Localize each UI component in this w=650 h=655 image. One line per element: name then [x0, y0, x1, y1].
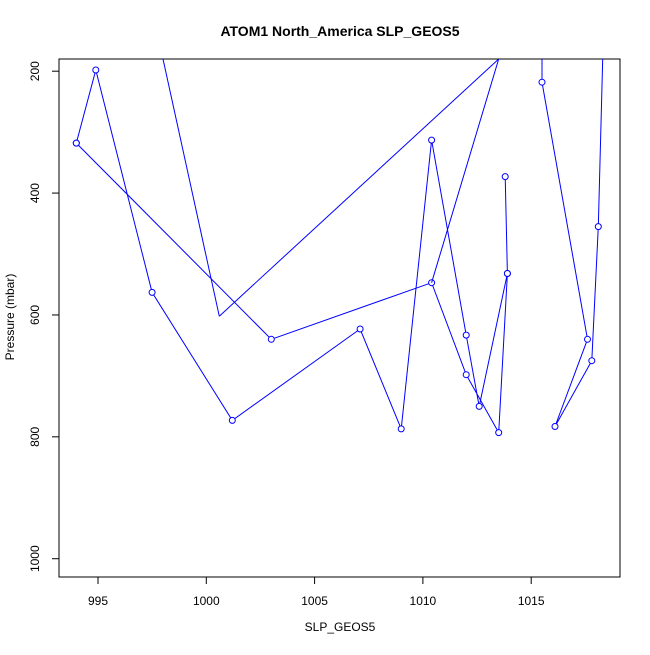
series-line — [504, 176, 508, 274]
data-point — [584, 335, 591, 343]
y-tick-label: 400 — [28, 183, 42, 203]
series-line — [75, 68, 508, 435]
data-point — [72, 139, 80, 147]
x-tick-label: 1015 — [518, 594, 545, 608]
series-line — [431, 59, 500, 283]
data-point — [501, 173, 509, 181]
x-axis: 995 1000 1005 1010 1015 — [88, 577, 545, 608]
data-point — [92, 66, 100, 74]
x-tick-label: 1010 — [410, 594, 437, 608]
data-point — [228, 416, 236, 424]
data-point — [397, 425, 405, 433]
data-point — [538, 78, 546, 86]
plot-area — [72, 59, 604, 437]
data-point — [503, 270, 511, 277]
x-axis-label: SLP_GEOS5 — [305, 620, 376, 634]
y-tick-label: 1000 — [28, 545, 42, 572]
y-tick-label: 600 — [28, 305, 42, 325]
y-axis: 200 400 600 800 1000 — [28, 61, 59, 572]
data-point — [495, 429, 503, 437]
series-line — [218, 59, 500, 317]
data-point — [462, 371, 470, 379]
chart-title: ATOM1 North_America SLP_GEOS5 — [220, 23, 459, 39]
data-point — [462, 331, 470, 339]
series-line — [541, 59, 604, 427]
data-point — [356, 325, 364, 333]
data-point — [428, 136, 436, 144]
plot-frame — [58, 58, 621, 578]
series-line — [162, 59, 220, 317]
x-tick-label: 1000 — [193, 594, 220, 608]
y-tick-label: 800 — [28, 427, 42, 447]
data-point — [148, 288, 156, 296]
data-point — [588, 357, 596, 365]
y-tick-label: 200 — [28, 61, 42, 81]
x-tick-label: 995 — [88, 594, 108, 608]
x-tick-label: 1005 — [301, 594, 328, 608]
y-axis-label: Pressure (mbar) — [3, 274, 17, 361]
data-point — [475, 402, 483, 410]
data-point — [551, 423, 559, 430]
data-point — [594, 223, 602, 231]
data-point — [267, 335, 275, 343]
